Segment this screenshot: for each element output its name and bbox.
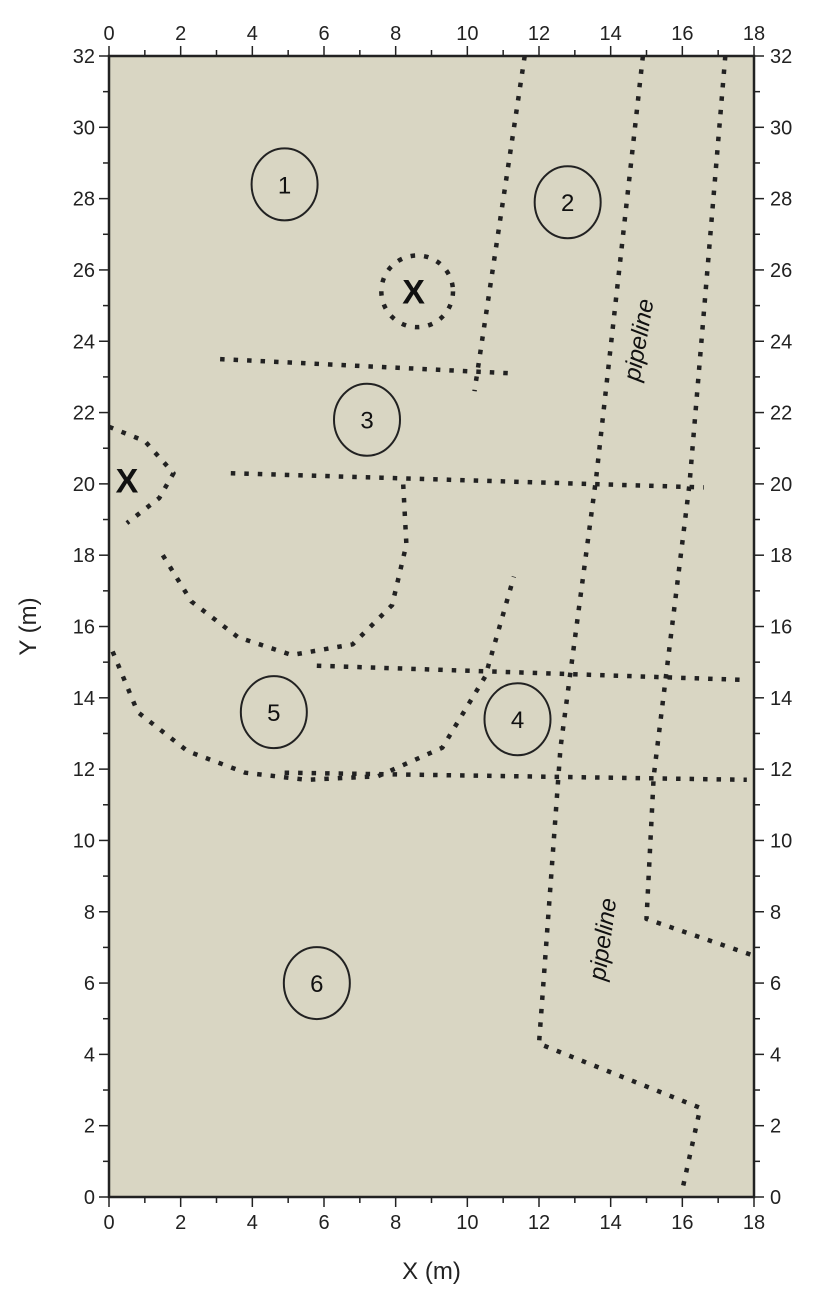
site-features	[108, 55, 752, 1191]
y-tick-label-left: 4	[84, 1044, 95, 1066]
zone-label: 6	[310, 971, 323, 998]
x-tick-label-top: 4	[247, 23, 258, 45]
y-tick-label-left: 2	[84, 1116, 95, 1138]
zone-circle	[533, 165, 602, 240]
y-tick-label-left: 22	[73, 403, 95, 425]
zone-marker: 6	[282, 946, 351, 1021]
y-tick-label-right: 16	[770, 617, 792, 639]
zone-markers: 1 2 3 4 5 6	[239, 147, 602, 1021]
zone-circle	[483, 682, 552, 757]
x-mark: X	[116, 462, 139, 500]
x-tick-label-bottom: 14	[600, 1212, 622, 1234]
y-tick-label-right: 22	[770, 403, 792, 425]
y-tick-label-left: 12	[73, 759, 95, 781]
x-tick-label-bottom: 10	[456, 1212, 478, 1234]
y-tick-label-right: 14	[770, 688, 792, 710]
plot-area	[109, 56, 754, 1197]
x-tick-label-top: 10	[456, 23, 478, 45]
x-mark: X	[402, 273, 425, 311]
x-tick-label-bottom: 0	[103, 1212, 114, 1234]
x-tick-label-top: 18	[743, 23, 765, 45]
x-axis-title: X (m)	[402, 1258, 461, 1285]
y-tick-label-right: 2	[770, 1116, 781, 1138]
y-axis-title: Y (m)	[15, 597, 42, 655]
y-tick-label-left: 6	[84, 973, 95, 995]
y-tick-label-right: 10	[770, 830, 792, 852]
y-tick-label-right: 20	[770, 474, 792, 496]
y-tick-label-right: 12	[770, 759, 792, 781]
boundary-line	[160, 476, 409, 658]
y-tick-label-left: 28	[73, 189, 95, 211]
y-tick-label-left: 20	[73, 474, 95, 496]
zone-circle	[333, 382, 401, 457]
x-tick-label-bottom: 18	[743, 1212, 765, 1234]
zone-circle	[239, 675, 308, 750]
y-tick-label-left: 10	[73, 830, 95, 852]
boundary-line	[284, 770, 747, 783]
boundary-line	[230, 470, 704, 490]
boundary-line	[472, 55, 527, 392]
y-tick-label-left: 30	[73, 117, 95, 139]
x-tick-label-bottom: 8	[390, 1212, 401, 1234]
x-tick-label-top: 16	[671, 23, 693, 45]
y-tick-label-left: 0	[84, 1187, 95, 1209]
boundary-line	[644, 55, 752, 957]
x-markers: XX	[116, 273, 426, 500]
zone-circle	[282, 946, 351, 1021]
y-tick-label-left: 18	[73, 545, 95, 567]
zone-label: 1	[278, 172, 291, 199]
y-tick-label-right: 4	[770, 1044, 781, 1066]
boundary-line	[536, 55, 703, 1191]
zone-marker: 5	[239, 675, 308, 750]
y-tick-label-left: 26	[73, 260, 95, 282]
x-tick-label-top: 8	[390, 23, 401, 45]
y-tick-label-right: 28	[770, 189, 792, 211]
y-tick-label-right: 0	[770, 1187, 781, 1209]
x-tick-label-top: 2	[175, 23, 186, 45]
x-tick-label-top: 0	[103, 23, 114, 45]
x-tick-label-bottom: 2	[175, 1212, 186, 1234]
y-tick-label-left: 32	[73, 46, 95, 68]
zone-marker: 1	[250, 147, 319, 222]
boundary-line	[108, 424, 176, 525]
zone-label: 4	[511, 707, 524, 734]
y-tick-label-right: 30	[770, 117, 792, 139]
y-tick-label-left: 8	[84, 902, 95, 924]
zone-label: 5	[267, 700, 280, 727]
y-tick-label-left: 14	[73, 688, 95, 710]
x-tick-label-top: 12	[528, 23, 550, 45]
zone-marker: 4	[483, 682, 552, 757]
zone-marker: 2	[533, 165, 602, 240]
zone-marker: 3	[333, 382, 401, 457]
y-tick-label-right: 26	[770, 260, 792, 282]
zone-circle	[250, 147, 319, 222]
zone-label: 3	[360, 408, 373, 435]
y-tick-label-right: 8	[770, 902, 781, 924]
y-tick-label-left: 24	[73, 331, 95, 353]
zone-label: 2	[561, 190, 574, 217]
boundary-line	[316, 663, 747, 683]
x-tick-label-bottom: 4	[247, 1212, 258, 1234]
y-tick-label-right: 6	[770, 973, 781, 995]
x-tick-label-top: 14	[600, 23, 622, 45]
y-tick-label-right: 24	[770, 331, 792, 353]
x-tick-label-bottom: 6	[318, 1212, 329, 1234]
x-tick-label-bottom: 12	[528, 1212, 550, 1234]
x-tick-label-bottom: 16	[671, 1212, 693, 1234]
y-tick-label-right: 18	[770, 545, 792, 567]
circle-line	[379, 253, 456, 330]
boundary-line	[110, 575, 517, 783]
y-tick-label-left: 16	[73, 617, 95, 639]
y-tick-label-right: 32	[770, 46, 792, 68]
x-tick-label-top: 6	[318, 23, 329, 45]
